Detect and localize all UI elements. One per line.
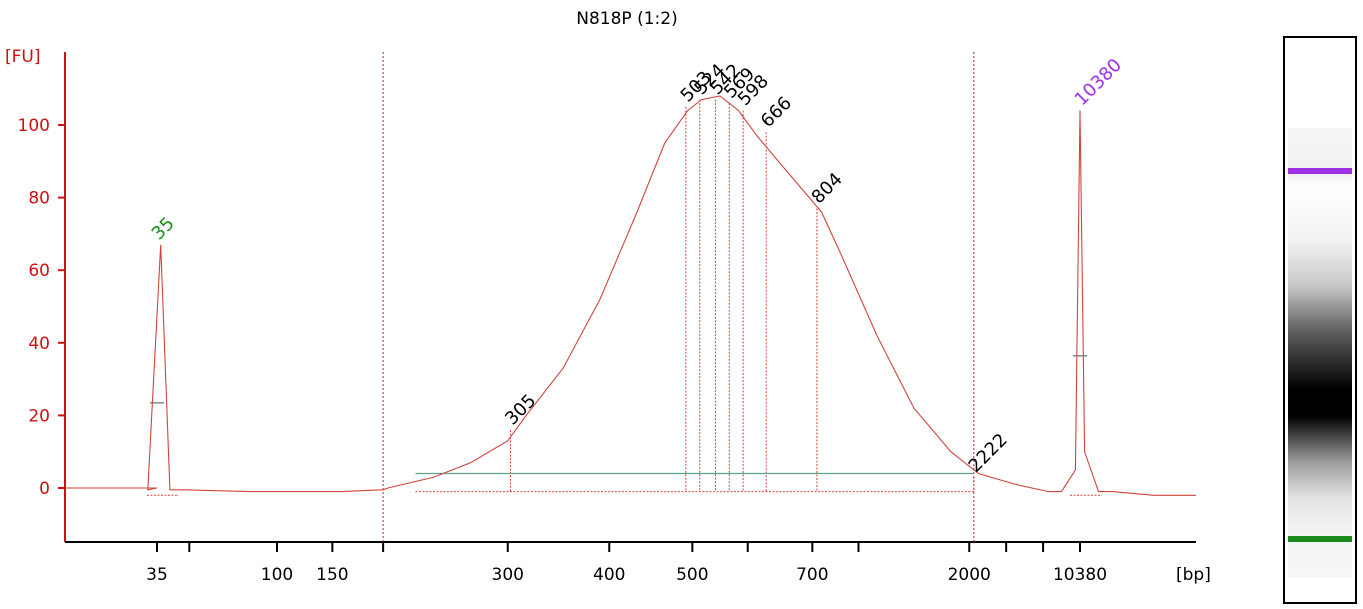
x-tick-label: 400 [593,565,625,585]
y-tick-label: 0 [39,479,50,499]
gel-upper-marker-band [1288,168,1352,174]
gel-lower-marker-band [1288,536,1352,542]
x-tick-label: 2000 [948,565,991,585]
x-tick-label: 10380 [1053,565,1107,585]
y-tick-label: 100 [18,116,50,136]
axes: 0 20 40 60 80 100 35 100 150 300 400 500 700 2000 1038… [18,52,1196,585]
x-tick-label: 300 [492,565,524,585]
x-tick-label: 35 [146,565,168,585]
analysis-region [382,52,975,542]
fluorescence-trace [66,95,1196,496]
gel-lane [1283,36,1357,604]
peak-label: 35 [148,213,179,244]
y-axis-unit-label: [FU] [5,47,41,67]
peak-label: 2222 [965,429,1012,476]
peak-label: 666 [757,93,796,132]
x-tick-label: 500 [676,565,708,585]
peak-markers [147,99,1102,496]
x-tick-label: 100 [261,565,293,585]
y-tick-label: 60 [28,261,50,281]
x-tick-label: 700 [796,565,828,585]
peak-label: 10380 [1071,55,1126,110]
y-tick-label: 20 [28,406,50,426]
y-tick-label: 40 [28,334,50,354]
electropherogram-chart: N818P (1:2) [FU] [bp] 0 20 40 60 80 100 35 100 1… [5,9,1211,585]
x-tick-label: 150 [316,565,348,585]
y-tick-label: 80 [28,189,50,209]
x-axis-unit-label: [bp] [1176,565,1211,585]
gel-smear [1288,128,1352,578]
peak-label: 305 [501,390,540,429]
chart-title: N818P (1:2) [576,9,677,29]
